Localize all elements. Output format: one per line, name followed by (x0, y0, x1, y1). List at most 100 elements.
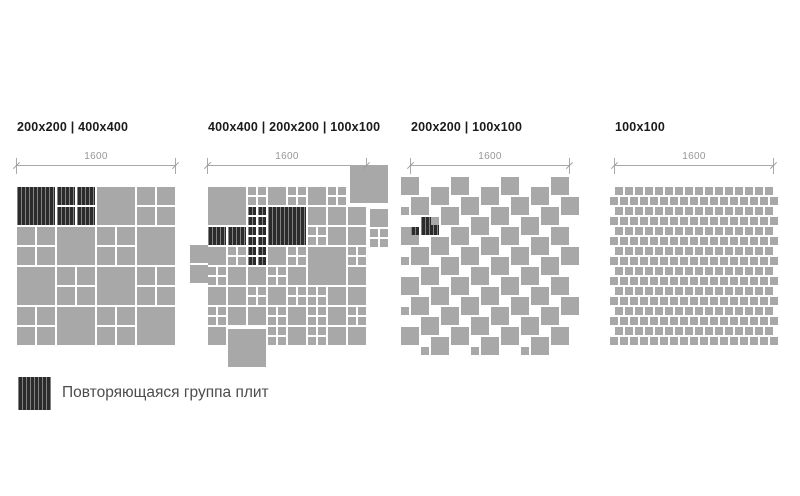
tile (765, 287, 773, 295)
tile (551, 257, 559, 265)
tile (765, 267, 773, 275)
tile (370, 239, 378, 247)
tile (650, 317, 658, 325)
tile (670, 337, 678, 345)
tile (561, 247, 579, 265)
tile (695, 247, 703, 255)
panel-title: 200x200 | 100x100 (411, 120, 523, 134)
tile (481, 267, 489, 275)
tile (635, 267, 643, 275)
tile (248, 197, 256, 205)
tile (660, 217, 668, 225)
tile (660, 237, 668, 245)
tile (740, 277, 748, 285)
tile (97, 327, 115, 345)
tile (610, 337, 618, 345)
tile (318, 287, 326, 295)
tile (735, 267, 743, 275)
tile (645, 247, 653, 255)
tile (348, 307, 356, 315)
tile (695, 187, 703, 195)
tile (685, 327, 693, 335)
tile (740, 197, 748, 205)
tile (380, 239, 388, 247)
tile (208, 277, 216, 285)
tile (268, 337, 276, 345)
tile (620, 237, 628, 245)
tile (670, 297, 678, 305)
tile (670, 257, 678, 265)
tile (645, 307, 653, 315)
tile (625, 307, 633, 315)
tile (298, 247, 306, 255)
tile (208, 287, 226, 305)
tile (318, 227, 326, 235)
tile (268, 307, 276, 315)
tile (635, 247, 643, 255)
tile (760, 197, 768, 205)
tile (615, 187, 623, 195)
tile (710, 257, 718, 265)
tile (268, 267, 276, 275)
tile (421, 197, 429, 205)
tile (670, 237, 678, 245)
tile-dark-repeating-group (258, 247, 266, 255)
tile (218, 267, 226, 275)
tile (750, 217, 758, 225)
tile (511, 227, 519, 235)
tile (670, 277, 678, 285)
tile (441, 287, 449, 295)
tile (57, 307, 95, 345)
tile (730, 237, 738, 245)
tile (765, 307, 773, 315)
tile (318, 307, 326, 315)
tile (720, 337, 728, 345)
tile (358, 307, 366, 315)
dimension-rule (207, 165, 367, 166)
tile (675, 227, 683, 235)
tile (17, 227, 35, 245)
tile (630, 297, 638, 305)
tile (660, 337, 668, 345)
tile (615, 327, 623, 335)
tile (655, 287, 663, 295)
tile (770, 237, 778, 245)
tile (610, 197, 618, 205)
tile (715, 267, 723, 275)
tile (645, 207, 653, 215)
tile (740, 237, 748, 245)
tile (735, 207, 743, 215)
tile (620, 197, 628, 205)
tile (258, 287, 266, 295)
tile (650, 257, 658, 265)
tile (720, 197, 728, 205)
tile (655, 267, 663, 275)
tile (610, 317, 618, 325)
tile (471, 247, 479, 255)
tile (308, 237, 316, 245)
tile (431, 317, 439, 325)
tile (421, 347, 429, 355)
tile (635, 207, 643, 215)
tile (117, 227, 135, 245)
tile (765, 327, 773, 335)
tile (328, 287, 346, 305)
tile (725, 227, 733, 235)
tile (308, 187, 326, 205)
tile (77, 287, 95, 305)
tile (710, 237, 718, 245)
tile (218, 307, 226, 315)
tile (328, 327, 346, 345)
tile (630, 277, 638, 285)
tile (157, 267, 175, 285)
legend-label: Повторяющаяся группа плит (62, 384, 269, 401)
tile (511, 327, 519, 335)
tile (380, 229, 388, 237)
tile (268, 317, 276, 325)
tile (690, 217, 698, 225)
tile (640, 337, 648, 345)
tile (318, 337, 326, 345)
tile (705, 307, 713, 315)
tile (401, 257, 409, 265)
tile (715, 187, 723, 195)
